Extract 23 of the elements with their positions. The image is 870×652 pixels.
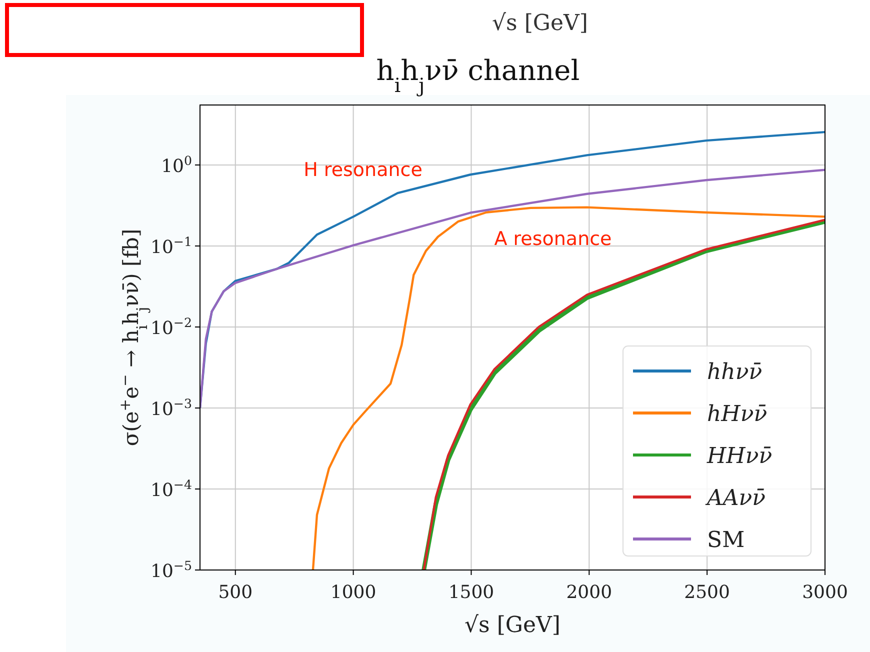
y-tick-label: 10$^{−3}$	[150, 395, 192, 420]
legend-label: hhνν̄	[707, 360, 762, 385]
legend-label: AAνν̄	[705, 486, 766, 511]
x-tick-label: 2000	[566, 582, 612, 603]
y-tick-label: 10$^{−1}$	[150, 233, 192, 258]
x-tick-label: 500	[218, 582, 253, 603]
text: √s [GeV]	[492, 11, 588, 36]
line-series	[312, 206, 825, 570]
x-tick-label: 2500	[684, 582, 730, 603]
legend-label: HHνν̄	[706, 444, 772, 469]
y-tick-label: 10$^{−2}$	[150, 314, 192, 339]
y-tick-label: 10$^{−4}$	[150, 476, 192, 501]
y-tick-label: 10$^{−5}$	[150, 558, 192, 582]
y-tick-label: 10$^{0}$	[161, 152, 192, 177]
annotation: A resonance	[494, 228, 612, 250]
x-tick-label: 1500	[448, 582, 494, 603]
x-axis-title: √s [GeV]	[464, 613, 560, 638]
chart-title: h$_{i}$h$_{j}$νν̄ channel	[376, 54, 580, 96]
legend-label: hHνν̄	[707, 402, 768, 427]
legend-label: SM	[707, 528, 745, 553]
x-tick-label: 1000	[330, 582, 376, 603]
annotation: H resonance	[304, 159, 422, 181]
x-tick-label: 3000	[802, 582, 848, 603]
